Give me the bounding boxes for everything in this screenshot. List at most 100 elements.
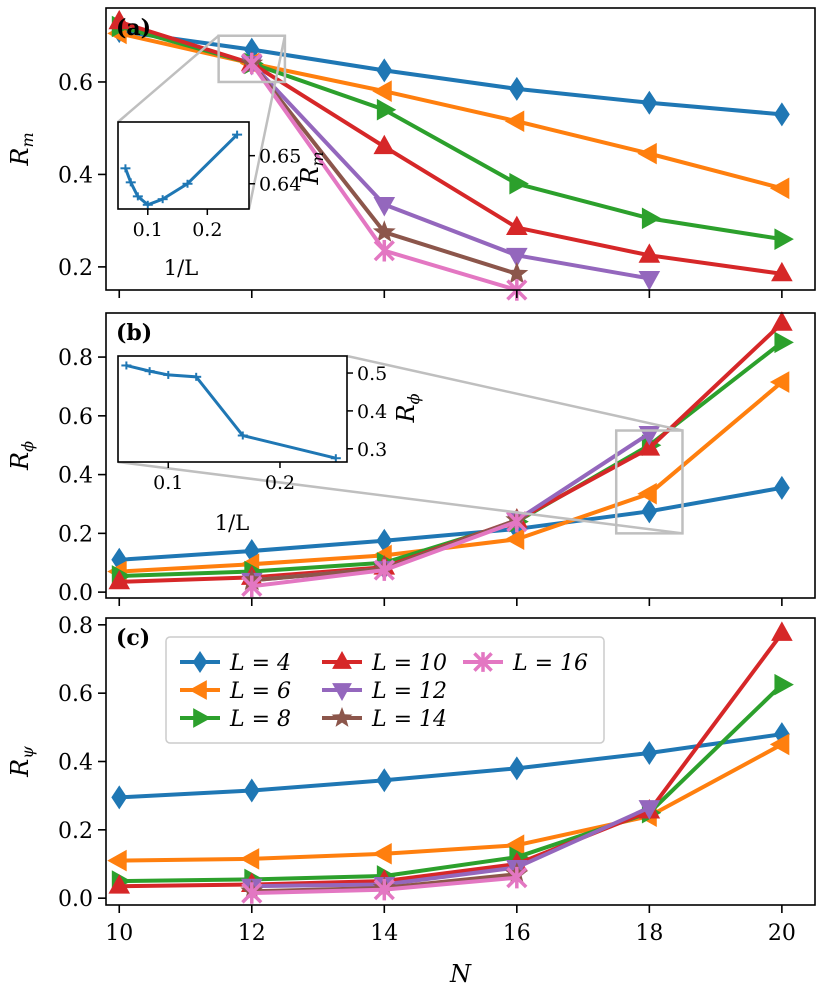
data-point: [376, 98, 397, 121]
legend-item-l-14: L = 14: [322, 707, 447, 732]
inset-y-tick-label: 0.64: [259, 174, 301, 196]
data-point: [504, 110, 525, 133]
data-point: [769, 177, 790, 200]
data-point: [641, 90, 658, 115]
legend-label: L = 10: [371, 651, 447, 676]
series-line: [118, 29, 783, 117]
legend-marker: [193, 708, 211, 728]
y-axis-label: Rψ: [6, 746, 37, 778]
data-point: [508, 756, 525, 781]
data-point: [509, 172, 529, 195]
panel-label: (a): [116, 15, 151, 41]
data-point: [241, 882, 263, 904]
legend-label: L = 14: [371, 707, 447, 732]
series-line: [119, 732, 783, 800]
data-point: [373, 878, 395, 901]
data-point: [637, 142, 657, 165]
series-l-16: [241, 510, 528, 598]
data-point: [771, 311, 793, 331]
data-point: [774, 228, 794, 250]
data-point: [773, 475, 790, 500]
series-line: [119, 485, 783, 562]
data-point: [376, 768, 393, 793]
panel-b: 0.0 0.2 0.4 0.6 0.8 Rϕ (b) 0.1 0.2 0.3 0.4 0.5 1/L Rϕ: [6, 311, 816, 606]
legend-item-l-10: L = 10: [322, 651, 447, 676]
data-point: [638, 800, 661, 820]
y-tick-label: 0.8: [58, 614, 93, 639]
x-tick-label: 20: [768, 921, 796, 946]
panel-c: 10 12 14 16 18 200.00.20.40.60.8Rψ(c)L = 4L =…: [6, 614, 816, 946]
data-point: [376, 58, 393, 83]
series-line: [251, 805, 651, 889]
series-l-10: [108, 9, 793, 282]
legend-label: L = 16: [512, 651, 588, 676]
data-point: [504, 528, 525, 551]
legend-label: L = 4: [229, 651, 291, 676]
zoom-connector: [117, 34, 220, 123]
data-point: [637, 482, 657, 505]
inset-y-tick-label: 0.3: [357, 439, 387, 461]
legend-label: L = 8: [229, 707, 291, 732]
legend: L = 4 L = 6 L = 8 L = 10 L = 12 L = 14 L = 16: [165, 636, 605, 744]
data-point: [373, 134, 396, 155]
y-tick-label: 0.4: [58, 163, 93, 188]
y-tick-label: 0.0: [58, 887, 93, 912]
data-point: [508, 76, 525, 101]
legend-marker: [331, 707, 353, 727]
data-point: [773, 102, 790, 127]
series-line: [119, 683, 784, 884]
data-point: [372, 220, 396, 242]
legend-marker: [332, 683, 352, 701]
series-line: [250, 62, 650, 281]
zoom-connector: [247, 35, 287, 210]
inset-y-tick-label: 0.5: [357, 363, 387, 385]
y-axis-label: Rm: [6, 132, 37, 166]
inset: 0.1 0.2 0.3 0.4 0.5 1/L Rϕ: [117, 355, 423, 535]
data-point: [107, 849, 127, 872]
data-point: [373, 239, 395, 262]
x-axis-label: N: [449, 960, 472, 988]
inset-x-tick-label: 0.1: [153, 472, 183, 494]
y-tick-label: 0.6: [58, 405, 93, 430]
inset-x-tick-label: 0.1: [133, 219, 163, 241]
inset-y-tick-label: 0.4: [357, 401, 387, 423]
y-tick-label: 0.6: [58, 682, 93, 707]
legend-item-l-16: L = 16: [463, 651, 588, 676]
legend-label: L = 12: [371, 679, 447, 704]
zoom-box: [614, 429, 684, 535]
y-tick-label: 0.2: [58, 819, 93, 844]
legend-item-l-12: L = 12: [322, 679, 447, 704]
data-point: [111, 785, 128, 810]
data-point: [506, 215, 528, 236]
data-point: [638, 436, 661, 456]
legend-item-l-6: L = 6: [180, 679, 291, 704]
legend-marker: [189, 680, 207, 700]
data-point: [373, 197, 396, 217]
series-line: [119, 632, 784, 889]
y-tick-label: 0.4: [58, 464, 93, 489]
series-l-16: [241, 866, 528, 904]
series-line: [118, 19, 783, 276]
inset-frame: [117, 121, 250, 210]
y-tick-label: 0.0: [58, 581, 93, 606]
data-point: [769, 733, 790, 756]
panel-a: 0.20.40.6Rm(a)0.1 0.20.640.651/LRm: [6, 7, 816, 301]
data-point: [771, 621, 793, 641]
data-point: [372, 842, 392, 865]
inset-frame: [117, 355, 348, 463]
inset-background: [118, 122, 249, 209]
data-point: [241, 52, 263, 75]
data-point: [641, 740, 658, 765]
data-point: [504, 834, 525, 857]
legend-marker: [473, 652, 493, 672]
data-point: [774, 331, 794, 354]
y-tick-label: 0.4: [58, 751, 93, 776]
inset-x-tick-label: 0.2: [192, 219, 222, 241]
inset: 0.1 0.20.640.651/LRm: [117, 121, 327, 280]
data-point: [243, 778, 260, 803]
data-point: [774, 673, 794, 696]
y-axis-label: Rϕ: [6, 441, 37, 471]
series-l-6: [107, 733, 790, 872]
legend-marker: [332, 651, 352, 669]
